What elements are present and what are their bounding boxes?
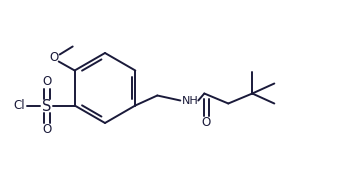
- Text: O: O: [49, 51, 58, 64]
- Text: O: O: [42, 75, 51, 88]
- Text: O: O: [202, 116, 211, 129]
- Text: Cl: Cl: [13, 99, 24, 112]
- Text: NH: NH: [182, 96, 199, 107]
- Text: O: O: [42, 123, 51, 136]
- Text: S: S: [42, 99, 52, 114]
